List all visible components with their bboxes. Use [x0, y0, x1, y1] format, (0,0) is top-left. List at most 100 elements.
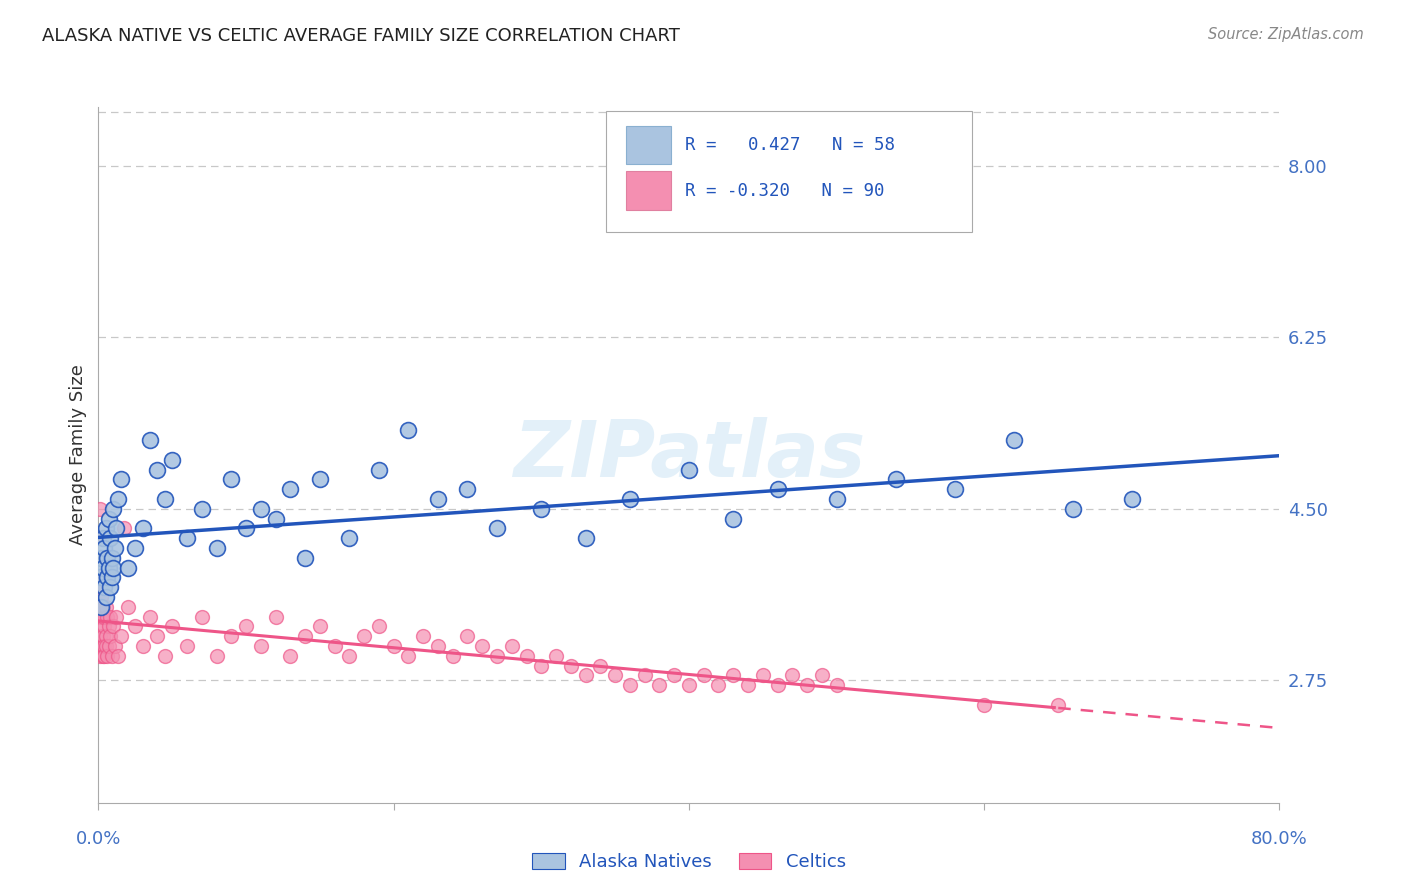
- Point: [91, 599, 114, 614]
- Point: [723, 668, 745, 682]
- Point: [456, 482, 478, 496]
- Point: [96, 648, 118, 663]
- Text: R =   0.427   N = 58: R = 0.427 N = 58: [685, 136, 896, 154]
- Point: [93, 619, 115, 633]
- Point: [219, 629, 242, 643]
- Point: [191, 609, 214, 624]
- Point: [103, 560, 125, 574]
- Point: [91, 531, 114, 545]
- Point: [486, 648, 509, 663]
- Point: [633, 668, 655, 682]
- Point: [264, 511, 287, 525]
- Point: [176, 531, 198, 545]
- Point: [124, 619, 146, 633]
- Point: [146, 629, 169, 643]
- Point: [176, 639, 198, 653]
- Point: [427, 639, 450, 653]
- Point: [294, 550, 316, 565]
- Point: [107, 491, 129, 506]
- Point: [309, 472, 332, 486]
- Point: [100, 648, 122, 663]
- Point: [112, 521, 135, 535]
- Point: [98, 629, 121, 643]
- Point: [103, 501, 125, 516]
- Point: [605, 668, 627, 682]
- Point: [264, 609, 287, 624]
- Text: 80.0%: 80.0%: [1251, 830, 1308, 847]
- Point: [89, 570, 111, 584]
- Point: [1046, 698, 1069, 712]
- Point: [107, 648, 129, 663]
- Point: [91, 648, 114, 663]
- Point: [678, 678, 700, 692]
- Point: [219, 472, 242, 486]
- Point: [94, 629, 117, 643]
- Point: [751, 668, 773, 682]
- Point: [294, 629, 316, 643]
- Point: [93, 639, 115, 653]
- Point: [278, 482, 302, 496]
- Point: [91, 560, 114, 574]
- Point: [132, 639, 155, 653]
- Point: [825, 491, 848, 506]
- Point: [97, 511, 120, 525]
- Point: [162, 452, 183, 467]
- Point: [98, 531, 121, 545]
- Point: [368, 619, 391, 633]
- Point: [139, 434, 162, 448]
- Point: [973, 698, 995, 712]
- Point: [153, 491, 176, 506]
- Point: [89, 599, 111, 614]
- Point: [619, 491, 641, 506]
- Point: [560, 658, 582, 673]
- Point: [339, 648, 360, 663]
- Point: [94, 599, 117, 614]
- Point: [1121, 491, 1143, 506]
- Point: [90, 599, 112, 614]
- Point: [235, 619, 257, 633]
- Point: [323, 639, 346, 653]
- Point: [90, 531, 112, 545]
- Point: [91, 609, 114, 624]
- Point: [884, 472, 907, 486]
- Point: [93, 648, 115, 663]
- Point: [456, 629, 478, 643]
- Point: [117, 560, 139, 574]
- Point: [1062, 501, 1084, 516]
- Point: [89, 648, 111, 663]
- Point: [471, 639, 494, 653]
- Point: [90, 590, 112, 604]
- Legend: Alaska Natives, Celtics: Alaska Natives, Celtics: [524, 846, 853, 879]
- Point: [153, 648, 176, 663]
- Point: [139, 609, 162, 624]
- Point: [810, 668, 832, 682]
- Point: [124, 541, 146, 555]
- Point: [117, 599, 139, 614]
- Point: [132, 521, 155, 535]
- Point: [90, 580, 112, 594]
- Point: [278, 648, 302, 663]
- Point: [97, 619, 120, 633]
- Point: [94, 521, 117, 535]
- Point: [589, 658, 612, 673]
- Point: [648, 678, 671, 692]
- Point: [309, 619, 332, 633]
- Point: [91, 629, 114, 643]
- Point: [619, 678, 641, 692]
- Point: [235, 521, 257, 535]
- Point: [396, 648, 419, 663]
- Text: 0.0%: 0.0%: [76, 830, 121, 847]
- Point: [766, 678, 789, 692]
- Point: [105, 521, 128, 535]
- Point: [98, 609, 121, 624]
- Point: [90, 639, 112, 653]
- Point: [89, 629, 111, 643]
- Point: [353, 629, 375, 643]
- Point: [441, 648, 464, 663]
- Point: [93, 580, 115, 594]
- Point: [90, 609, 112, 624]
- Point: [693, 668, 716, 682]
- Point: [205, 541, 228, 555]
- Point: [103, 619, 125, 633]
- Point: [100, 550, 122, 565]
